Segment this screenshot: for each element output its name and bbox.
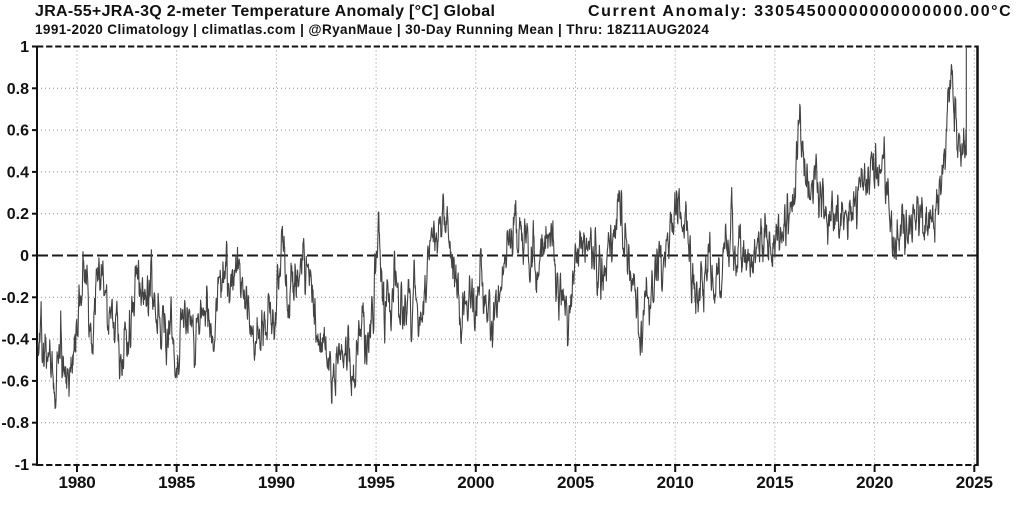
svg-text:2025: 2025 bbox=[956, 473, 993, 492]
svg-text:1980: 1980 bbox=[58, 473, 95, 492]
svg-text:2020: 2020 bbox=[856, 473, 893, 492]
svg-text:-0.8: -0.8 bbox=[1, 415, 29, 432]
svg-text:2000: 2000 bbox=[457, 473, 494, 492]
svg-text:1995: 1995 bbox=[358, 473, 395, 492]
svg-text:2015: 2015 bbox=[756, 473, 793, 492]
svg-text:2010: 2010 bbox=[657, 473, 694, 492]
svg-text:0.2: 0.2 bbox=[7, 206, 29, 223]
svg-text:1985: 1985 bbox=[158, 473, 195, 492]
svg-text:0.6: 0.6 bbox=[7, 123, 29, 140]
svg-text:1: 1 bbox=[20, 39, 29, 56]
svg-text:0: 0 bbox=[20, 248, 29, 265]
svg-text:-0.4: -0.4 bbox=[1, 332, 29, 349]
svg-text:-0.2: -0.2 bbox=[1, 290, 29, 307]
svg-text:1990: 1990 bbox=[258, 473, 295, 492]
svg-text:-0.6: -0.6 bbox=[1, 373, 29, 390]
svg-text:2005: 2005 bbox=[557, 473, 594, 492]
svg-text:-1: -1 bbox=[15, 457, 29, 474]
svg-text:0.8: 0.8 bbox=[7, 81, 29, 98]
svg-text:0.4: 0.4 bbox=[7, 164, 29, 181]
